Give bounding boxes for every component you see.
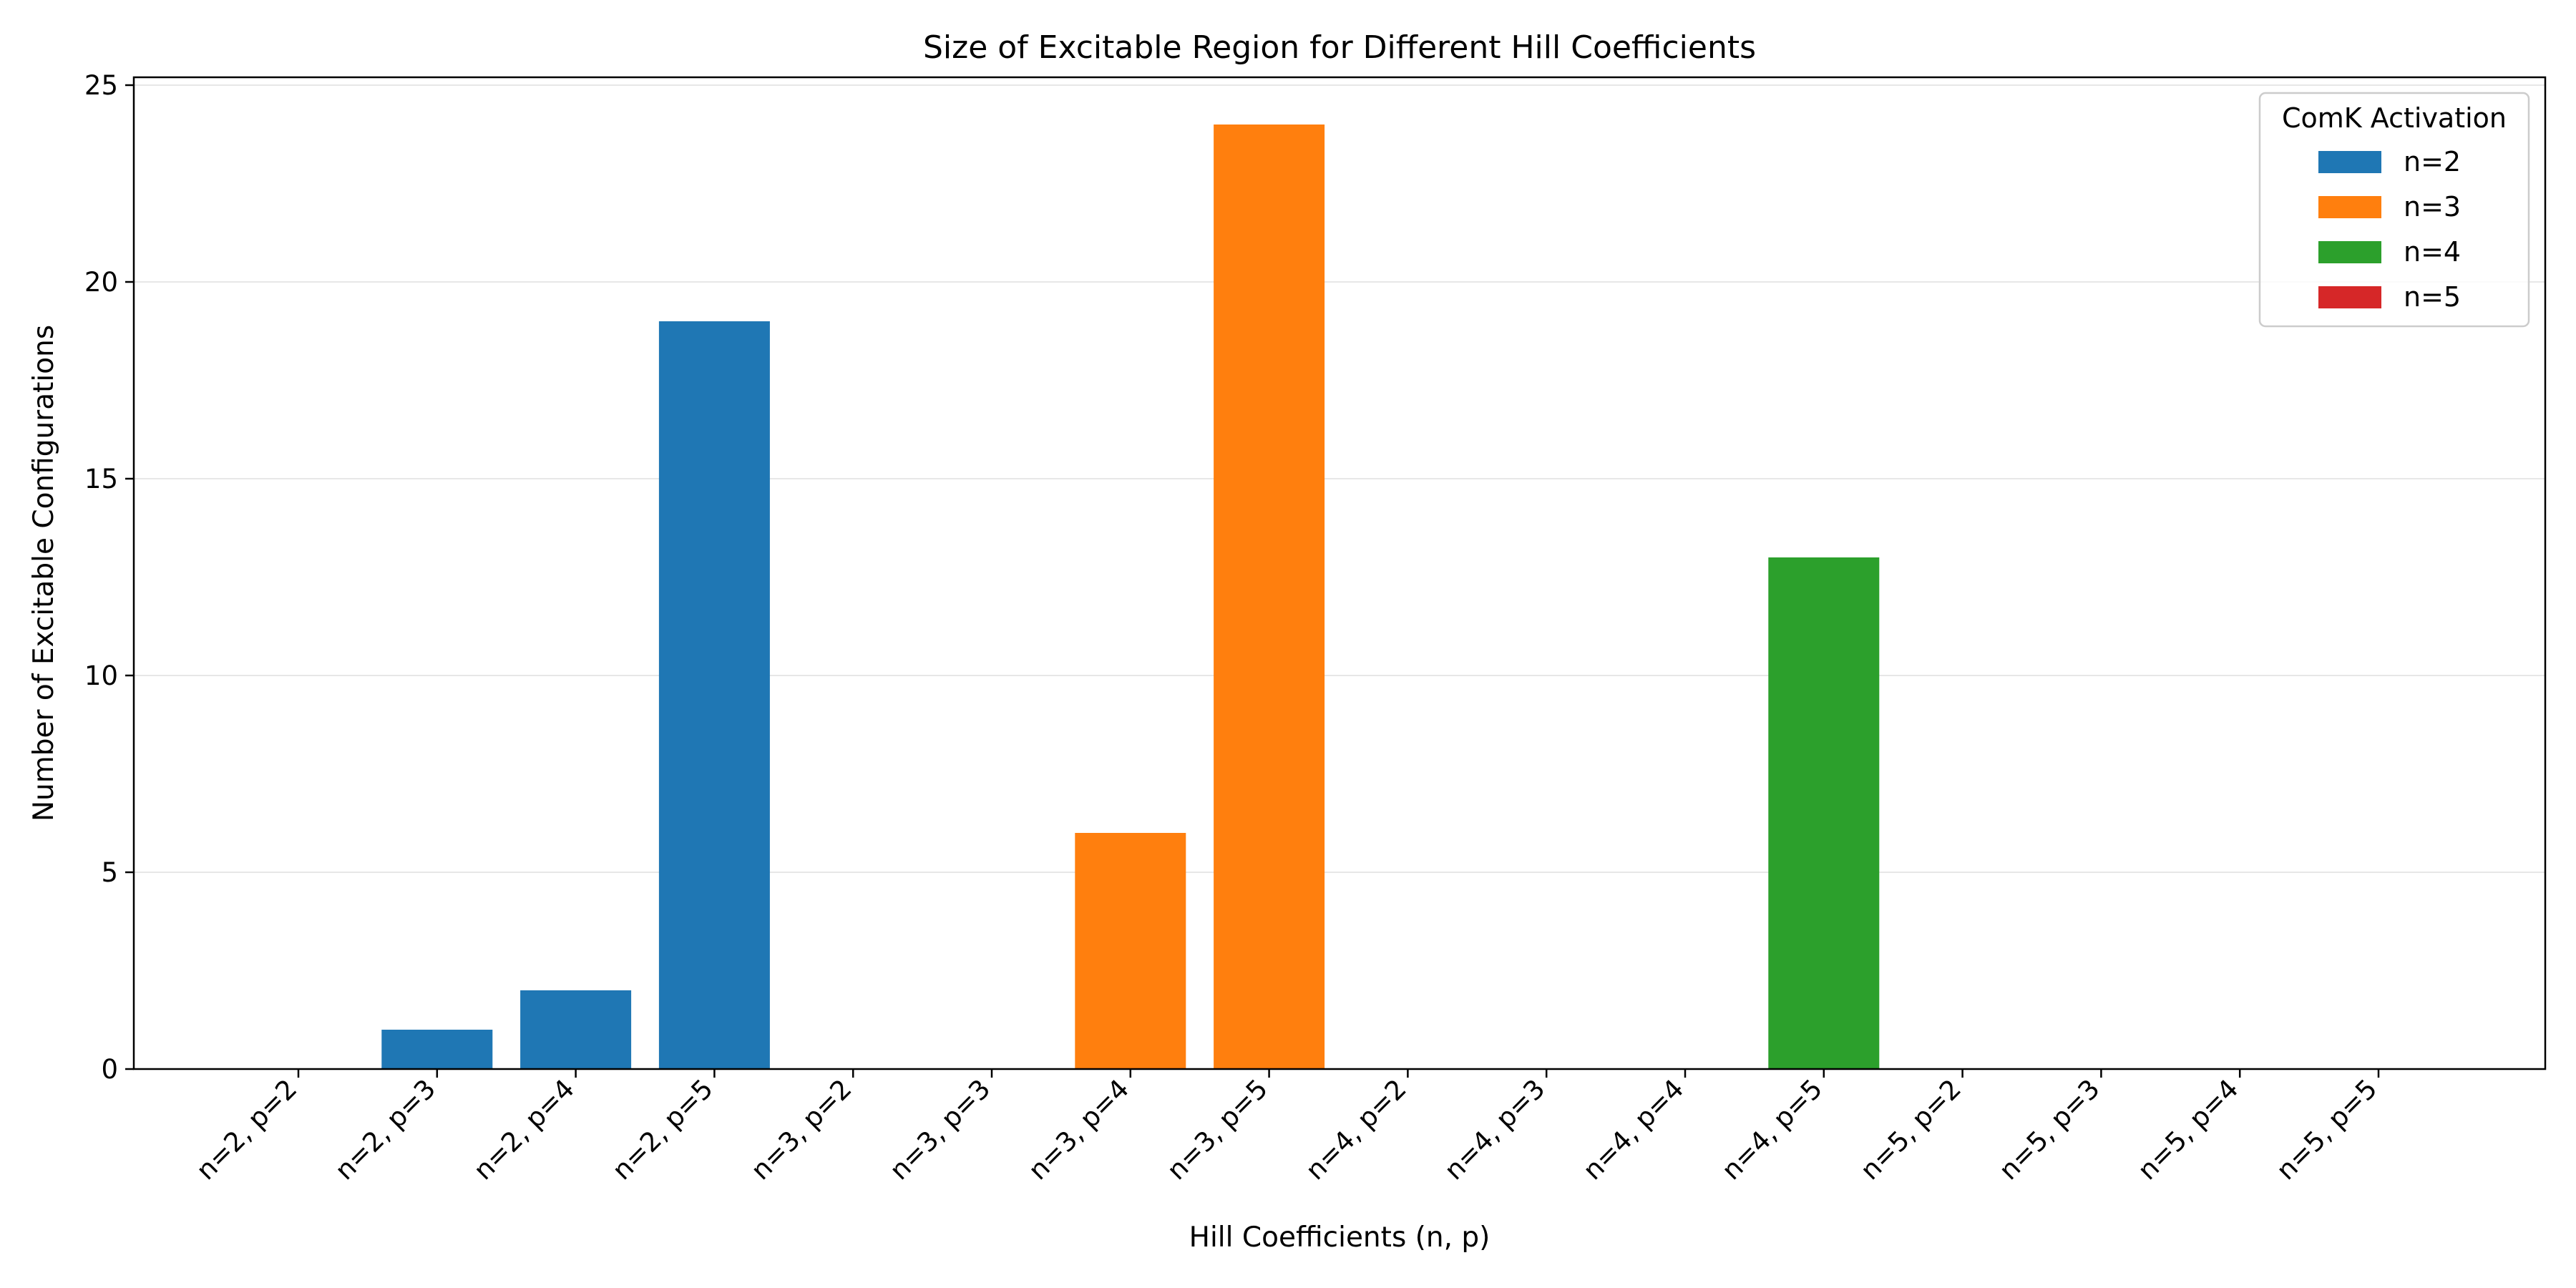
- bar: [381, 1030, 493, 1069]
- y-tick-label: 10: [84, 660, 118, 691]
- legend-entry-label: n=4: [2404, 236, 2461, 268]
- bar: [1768, 557, 1880, 1069]
- legend-swatch: [2318, 196, 2381, 218]
- legend-swatch: [2318, 241, 2381, 263]
- legend-entry-label: n=3: [2404, 191, 2461, 223]
- bar: [520, 990, 632, 1069]
- legend-title: ComK Activation: [2282, 102, 2507, 134]
- x-axis-label: Hill Coefficients (n, p): [1189, 1221, 1491, 1254]
- chart-title: Size of Excitable Region for Different H…: [923, 29, 1756, 66]
- legend-entry-label: n=2: [2404, 146, 2461, 177]
- legend: ComK Activation n=2 n=3 n=4 n=5: [2258, 92, 2530, 328]
- bar: [658, 321, 770, 1069]
- legend-items: n=2 n=3 n=4 n=5: [2318, 146, 2461, 313]
- y-tick-label: 20: [84, 267, 118, 298]
- y-axis: 0 5 10 15 20 25: [84, 70, 134, 1085]
- y-tick-label: 0: [101, 1054, 118, 1085]
- legend-entry-label: n=5: [2404, 281, 2461, 313]
- y-axis-label: Number of Excitable Configurations: [28, 325, 60, 821]
- bar: [1075, 833, 1186, 1069]
- y-tick-label: 25: [84, 70, 118, 101]
- legend-swatch: [2318, 151, 2381, 173]
- bars: [381, 125, 1880, 1069]
- bar: [1214, 125, 1325, 1069]
- y-tick-label: 5: [101, 857, 118, 888]
- y-grid-lines: [134, 84, 2545, 873]
- plot-area-frame: [132, 76, 2547, 1070]
- legend-swatch: [2318, 286, 2381, 308]
- y-tick-label: 15: [84, 464, 118, 494]
